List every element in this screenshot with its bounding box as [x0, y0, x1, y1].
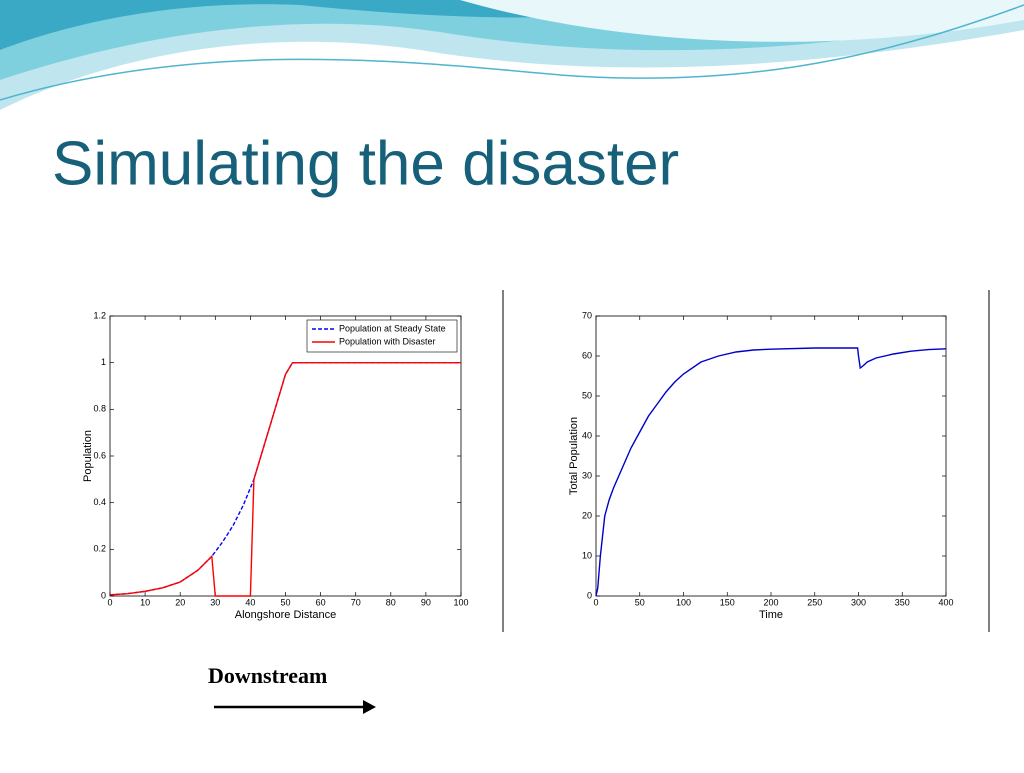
y-tick-label: 0.8 — [93, 404, 106, 414]
x-tick-label: 60 — [316, 597, 326, 607]
y-axis-label: Population — [82, 430, 94, 482]
x-tick-label: 350 — [895, 597, 910, 607]
legend-label: Population at Steady State — [339, 323, 446, 333]
x-tick-label: 50 — [635, 597, 645, 607]
data-line — [595, 347, 947, 597]
y-tick-label: 60 — [582, 350, 592, 360]
x-tick-label: 70 — [351, 597, 361, 607]
x-tick-label: 40 — [245, 597, 255, 607]
x-tick-label: 0 — [593, 597, 598, 607]
y-tick-label: 0 — [587, 590, 592, 600]
y-tick-label: 0.2 — [93, 544, 106, 554]
legend-label: Population with Disaster — [339, 336, 436, 346]
x-tick-label: 90 — [421, 597, 431, 607]
legend-box — [306, 319, 458, 353]
x-tick-label: 80 — [386, 597, 396, 607]
y-tick-label: 30 — [582, 470, 592, 480]
data-line — [109, 361, 461, 597]
y-tick-label: 10 — [582, 550, 592, 560]
y-tick-label: 70 — [582, 310, 592, 320]
annotation: Downstream — [208, 663, 327, 688]
x-tick-label: 50 — [280, 597, 290, 607]
arrow-head — [363, 700, 376, 714]
x-tick-label: 30 — [210, 597, 220, 607]
y-tick-label: 0.4 — [93, 497, 106, 507]
x-tick-label: 20 — [175, 597, 185, 607]
x-tick-label: 10 — [140, 597, 150, 607]
y-tick-label: 0 — [101, 590, 106, 600]
y-axis-label: Total Population — [568, 417, 580, 495]
x-tick-label: 0 — [107, 597, 112, 607]
wave-decoration — [0, 0, 1024, 110]
x-axis-label: Alongshore Distance — [235, 609, 337, 621]
x-tick-label: 150 — [720, 597, 735, 607]
x-tick-label: 250 — [807, 597, 822, 607]
y-tick-label: 1.2 — [93, 310, 106, 320]
y-tick-label: 0.6 — [93, 450, 106, 460]
plot-area — [109, 315, 462, 597]
x-tick-label: 300 — [851, 597, 866, 607]
plot-area — [595, 315, 947, 597]
x-tick-label: 200 — [763, 597, 778, 607]
x-tick-label: 100 — [453, 597, 468, 607]
slide-title: Simulating the disaster — [52, 129, 679, 198]
y-tick-label: 40 — [582, 430, 592, 440]
x-tick-label: 400 — [938, 597, 953, 607]
x-axis-label: Time — [759, 609, 783, 621]
y-tick-label: 50 — [582, 390, 592, 400]
y-tick-label: 1 — [101, 357, 106, 367]
y-tick-label: 20 — [582, 510, 592, 520]
x-tick-label: 100 — [676, 597, 691, 607]
